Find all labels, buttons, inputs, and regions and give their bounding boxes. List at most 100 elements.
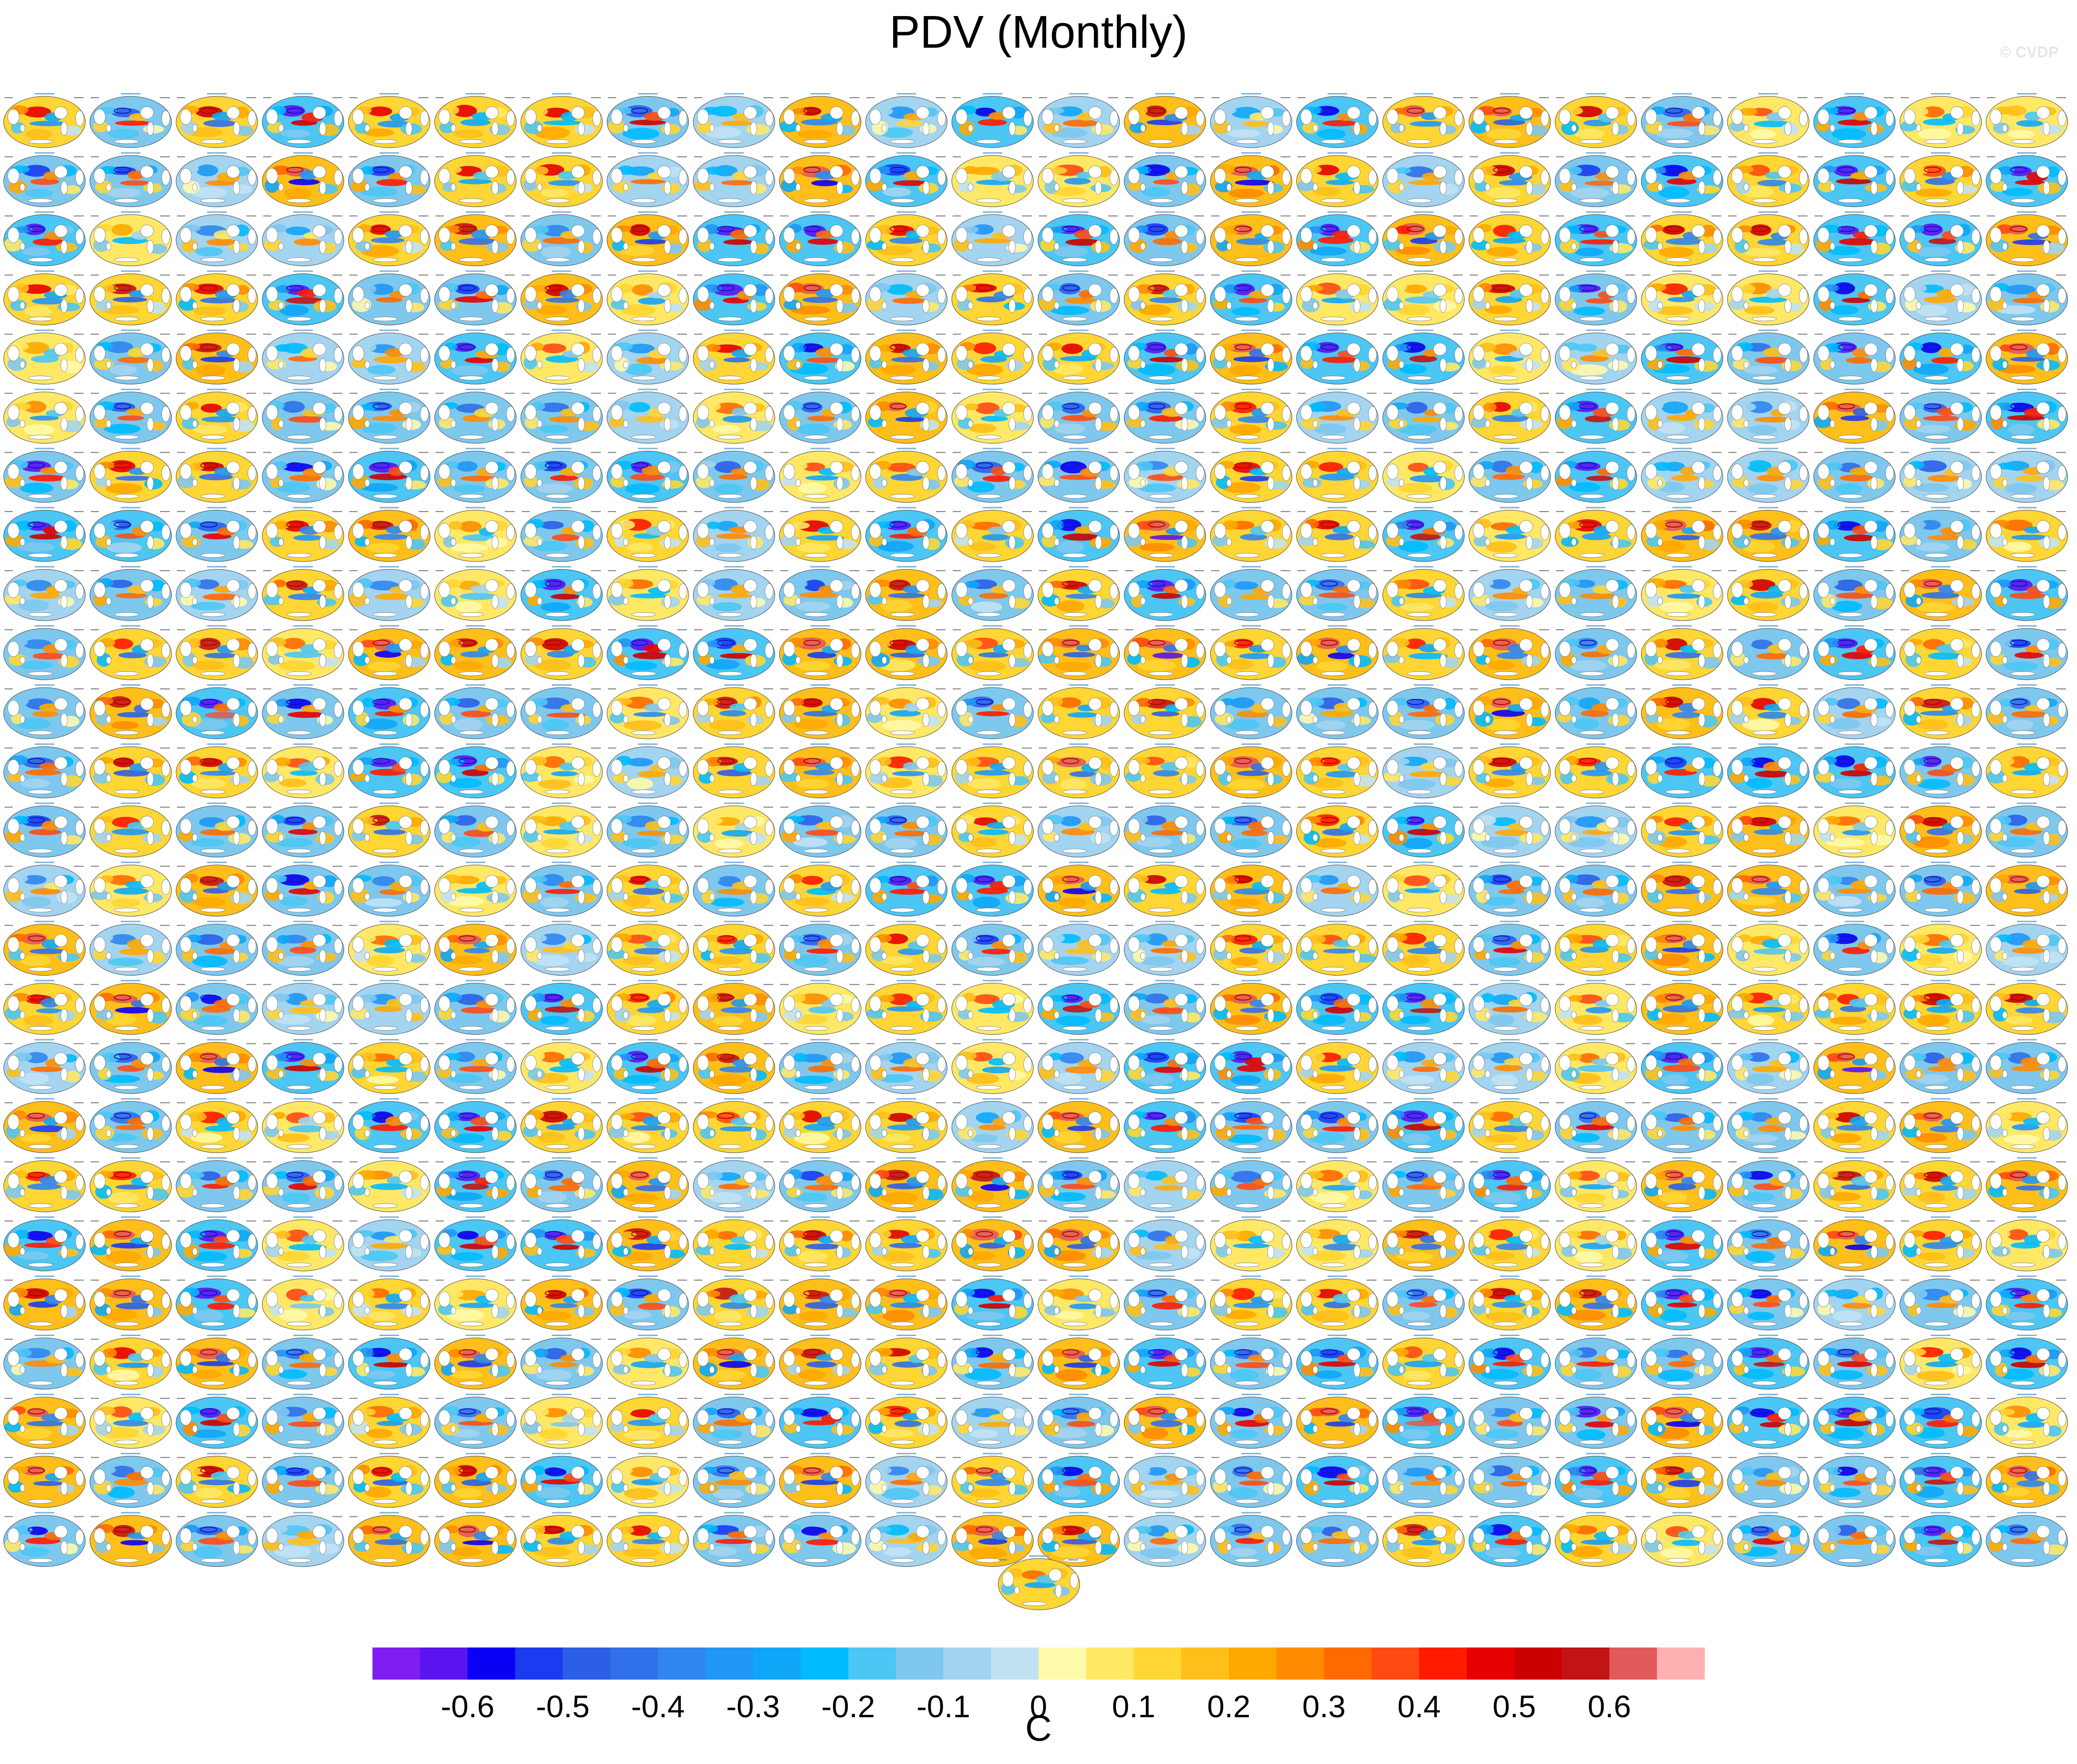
colorbar-box	[610, 1648, 658, 1680]
colorbar-box	[1086, 1648, 1134, 1680]
map-panel	[865, 93, 948, 148]
map-panel	[520, 388, 603, 444]
colorbar-box	[658, 1648, 706, 1680]
map-panel	[1382, 93, 1465, 148]
map-panel	[693, 93, 775, 148]
colorbar-box	[1324, 1648, 1372, 1680]
map-panel	[1210, 211, 1293, 266]
colorbar-box	[515, 1648, 563, 1680]
map-panel	[865, 329, 948, 385]
map-panel	[1555, 270, 1637, 326]
map-panel	[1124, 152, 1206, 207]
map-panel	[176, 93, 258, 148]
watermark: © CVDP	[1999, 44, 2059, 61]
page-title: PDV (Monthly)	[889, 6, 1188, 58]
map-panel	[1641, 93, 1723, 148]
map-panel	[1986, 388, 2068, 444]
colorbar-box	[895, 1648, 944, 1680]
map-panel	[262, 93, 344, 148]
map-panel	[1727, 211, 1810, 266]
map-panel	[1899, 270, 1982, 326]
map-panel	[693, 211, 775, 266]
map-panel	[865, 270, 948, 326]
map-panel	[779, 329, 861, 385]
map-panel	[1210, 93, 1293, 148]
colorbar-box	[753, 1648, 801, 1680]
map-panel	[1727, 270, 1810, 326]
map-panel	[1038, 93, 1120, 148]
map-panel	[1727, 388, 1810, 444]
map-panel	[1986, 270, 2068, 326]
map-panel	[1641, 388, 1723, 444]
colorbar-box	[420, 1648, 468, 1680]
map-panel	[434, 329, 516, 385]
map-panel	[434, 93, 516, 148]
colorbar-box	[1038, 1648, 1087, 1680]
colorbar-unit-label: C	[1025, 1708, 1052, 1748]
map-panel	[1038, 211, 1120, 266]
colorbar-box	[372, 1648, 421, 1680]
map-panel	[1899, 211, 1982, 266]
map-panel	[1210, 388, 1293, 444]
colorbar-box	[1609, 1648, 1657, 1680]
map-panel	[1986, 93, 2068, 148]
colorbar-box	[562, 1648, 611, 1680]
map-panel	[1899, 152, 1982, 207]
map-panel	[1641, 329, 1723, 385]
map-panel	[1124, 329, 1206, 385]
map-panel	[951, 93, 1034, 148]
colorbar-box	[1228, 1648, 1277, 1680]
map-panel	[1727, 93, 1810, 148]
map-panel	[89, 329, 172, 385]
map-panel	[1986, 211, 2068, 266]
map-panel	[262, 211, 344, 266]
map-panel	[520, 152, 603, 207]
map-panel	[176, 152, 258, 207]
map-panel	[693, 152, 775, 207]
map-panel	[262, 388, 344, 444]
colorbar-box	[705, 1648, 754, 1680]
map-panel	[348, 388, 431, 444]
colorbar-box	[1466, 1648, 1515, 1680]
map-panel	[1296, 270, 1378, 326]
map-panel	[348, 152, 431, 207]
map-panel	[176, 211, 258, 266]
map-panel	[1382, 388, 1465, 444]
map-panel	[3, 211, 86, 266]
map-panel	[693, 388, 775, 444]
colorbar-box	[1514, 1648, 1562, 1680]
map-panel	[520, 211, 603, 266]
colorbar-box	[1561, 1648, 1610, 1680]
map-panel	[1468, 152, 1551, 207]
map-panel	[606, 329, 689, 385]
colorbar-box	[800, 1648, 849, 1680]
map-panel	[865, 388, 948, 444]
map-panel	[176, 270, 258, 326]
map-panel	[1986, 152, 2068, 207]
map-panel	[348, 270, 431, 326]
map-panel	[1038, 329, 1120, 385]
map-panel	[89, 93, 172, 148]
map-panel	[1641, 152, 1723, 207]
map-panel	[434, 270, 516, 326]
map-panel	[1124, 270, 1206, 326]
map-panel	[1468, 329, 1551, 385]
map-panel	[606, 211, 689, 266]
map-panel	[1382, 270, 1465, 326]
map-panel	[1210, 270, 1293, 326]
map-panel	[1727, 329, 1810, 385]
map-panel	[865, 152, 948, 207]
map-panel	[779, 270, 861, 326]
map-panel	[951, 211, 1034, 266]
map-panel	[1468, 388, 1551, 444]
map-panel	[1038, 388, 1120, 444]
map-panel	[1124, 93, 1206, 148]
map-panel	[1038, 152, 1120, 207]
map-panel	[1641, 270, 1723, 326]
map-panel	[606, 152, 689, 207]
map-panel	[1124, 211, 1206, 266]
map-panel	[865, 211, 948, 266]
map-panel	[951, 270, 1034, 326]
map-panel	[1899, 329, 1982, 385]
